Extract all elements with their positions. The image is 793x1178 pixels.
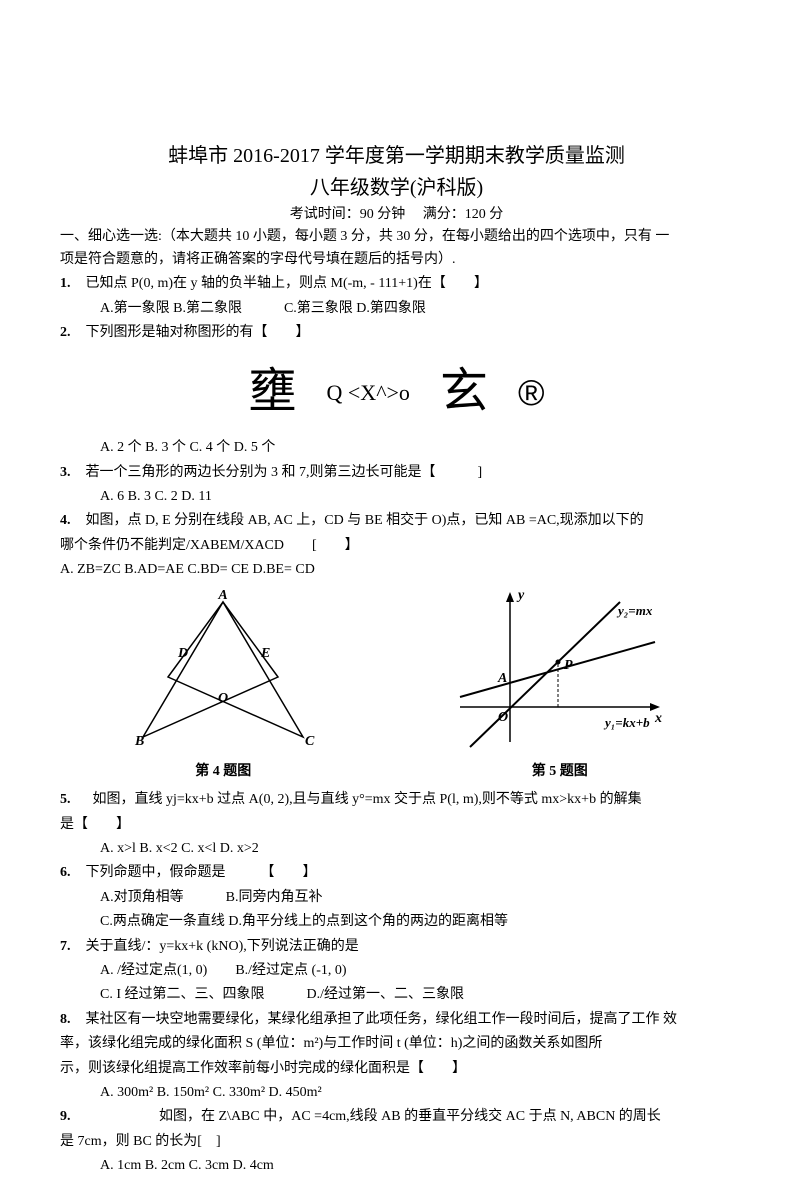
fig5-label-y1: y₁=kx+b: [603, 715, 650, 730]
full-score-label: 满分：: [423, 207, 465, 222]
figure-4-caption: 第 4 题图: [123, 761, 323, 783]
question-4: 4. 如图，点 D, E 分别在线段 AB, AC 上，CD 与 BE 相交于 …: [60, 510, 733, 532]
q8-stem2: 率，该绿化组完成的绿化面积 S (单位：m²)与工作时间 t (单位：h)之间的…: [60, 1033, 733, 1055]
figure-5-caption: 第 5 题图: [450, 761, 670, 783]
fig4-label-D: D: [177, 646, 188, 661]
q7-optA: A. /经过定点(1, 0) B./经过定点 (-1, 0): [60, 960, 733, 982]
figure-5-wrap: y x O A P y₂=mx y₁=kx+b 第 5 题图: [450, 587, 670, 783]
q3-options: A. 6 B. 3 C. 2 D. 11: [60, 486, 733, 508]
title-line1: 蚌埠市 2016-2017 学年度第一学期期末教学质量监测: [60, 140, 733, 172]
question-1: 1. 已知点 P(0, m)在 y 轴的负半轴上，则点 M(-m, - 111+…: [60, 273, 733, 295]
q2-sym-2: Q <X^>o: [327, 375, 410, 410]
fig5-label-x: x: [654, 711, 662, 726]
q4-line2: 哪个条件仍不能判定/XABEM/XACD [ 】: [60, 535, 733, 557]
q5-options: A. x>l B. x<2 C. x<l D. x>2: [60, 838, 733, 860]
q6-stem: 下列命题中，假命题是 【 】: [86, 865, 317, 880]
question-8: 8. 某社区有一块空地需要绿化，某绿化组承担了此项任务，绿化组工作一段时间后，提…: [60, 1009, 733, 1031]
exam-time-label: 考试时间：: [290, 207, 360, 222]
fig4-label-E: E: [260, 646, 270, 661]
q5-stem: 如图，直线 yj=kx+b 过点 A(0, 2),且与直线 y°=mx 交于点 …: [93, 792, 642, 807]
q9-stem2: 是 7cm，则 BC 的长为[ ]: [60, 1131, 733, 1153]
fig5-label-A: A: [497, 671, 507, 686]
q8-stem1: 某社区有一块空地需要绿化，某绿化组承担了此项任务，绿化组工作一段时间后，提高了工…: [86, 1012, 678, 1027]
q6-number: 6.: [60, 862, 82, 884]
fig4-label-C: C: [305, 734, 315, 749]
q1-number: 1.: [60, 273, 82, 295]
q4-line3: A. ZB=ZC B.AD=AE C.BD= CE D.BE= CD: [60, 559, 733, 581]
fig4-label-A: A: [218, 588, 228, 603]
question-7: 7. 关于直线/：y=kx+k (kNO),下列说法正确的是: [60, 936, 733, 958]
question-5: 5. 如图，直线 yj=kx+b 过点 A(0, 2),且与直线 y°=mx 交…: [60, 789, 733, 811]
q3-number: 3.: [60, 462, 82, 484]
q9-stem1: 如图，在 Z\ABC 中，AC =4cm,线段 AB 的垂直平分线交 AC 于点…: [159, 1109, 661, 1124]
q9-options: A. 1cm B. 2cm C. 3cm D. 4cm: [60, 1155, 733, 1177]
q9-number: 9.: [60, 1106, 82, 1128]
question-2: 2. 下列图形是轴对称图形的有【 】: [60, 322, 733, 344]
fig5-point-P-dot: [555, 660, 560, 665]
fig5-label-y2: y₂=mx: [616, 603, 653, 618]
q2-sym-3: 玄: [440, 354, 488, 431]
q7-optC: C. I 经过第二、三、四象限 D./经过第一、二、三象限: [60, 984, 733, 1006]
exam-time: 90 分钟: [360, 207, 406, 222]
fig4-label-B: B: [134, 734, 144, 749]
q2-sym-1: 壅: [249, 354, 297, 431]
q5-line2: 是【 】: [60, 814, 733, 836]
question-6: 6. 下列命题中，假命题是 【 】: [60, 862, 733, 884]
q5-number: 5.: [60, 789, 82, 811]
fig5-label-O: O: [498, 710, 508, 725]
figures-row: A B C D E O 第 4 题图: [60, 587, 733, 783]
q2-options: A. 2 个 B. 3 个 C. 4 个 D. 5 个: [60, 437, 733, 459]
q2-figure-row: 壅 Q <X^>o 玄 ®: [60, 354, 733, 431]
q2-stem: 下列图形是轴对称图形的有【 】: [86, 325, 310, 340]
fig5-label-y: y: [516, 588, 525, 603]
q3-stem: 若一个三角形的两边长分别为 3 和 7,则第三边长可能是【 ]: [86, 465, 483, 480]
q8-number: 8.: [60, 1009, 82, 1031]
exam-page: 蚌埠市 2016-2017 学年度第一学期期末教学质量监测 八年级数学(沪科版)…: [0, 0, 793, 1122]
exam-meta: 考试时间：90 分钟 满分：120 分: [60, 204, 733, 226]
fig5-label-P: P: [564, 658, 573, 673]
figure-4-wrap: A B C D E O 第 4 题图: [123, 587, 323, 783]
question-3: 3. 若一个三角形的两边长分别为 3 和 7,则第三边长可能是【 ]: [60, 462, 733, 484]
question-9: 9. 如图，在 Z\ABC 中，AC =4cm,线段 AB 的垂直平分线交 AC…: [60, 1106, 733, 1128]
q1-stem: 已知点 P(0, m)在 y 轴的负半轴上，则点 M(-m, - 111+1)在…: [86, 276, 488, 291]
q8-options: A. 300m² B. 150m² C. 330m² D. 450m²: [60, 1082, 733, 1104]
section-1-header-2: 项是符合题意的，请将正确答案的字母代号填在题后的括号内）.: [60, 249, 733, 271]
q4-stem: 如图，点 D, E 分别在线段 AB, AC 上，CD 与 BE 相交于 O)点…: [86, 513, 644, 528]
full-score: 120 分: [465, 207, 504, 222]
q7-number: 7.: [60, 936, 82, 958]
q6-optC: C.两点确定一条直线 D.角平分线上的点到这个角的两边的距离相等: [60, 911, 733, 933]
q4-number: 4.: [60, 510, 82, 532]
fig4-label-O: O: [218, 691, 228, 706]
section-1-header-1: 一、细心选一选:（本大题共 10 小题，每小题 3 分，共 30 分，在每小题给…: [60, 226, 733, 248]
q2-sym-4: ®: [518, 364, 545, 422]
q2-number: 2.: [60, 322, 82, 344]
q7-stem: 关于直线/：y=kx+k (kNO),下列说法正确的是: [86, 939, 359, 954]
title-line2: 八年级数学(沪科版): [60, 172, 733, 204]
q6-optA: A.对顶角相等 B.同旁内角互补: [60, 887, 733, 909]
figure-4-svg: A B C D E O: [123, 587, 323, 752]
q8-stem3: 示，则该绿化组提高工作效率前每小时完成的绿化面积是【 】: [60, 1058, 733, 1080]
figure-5-svg: y x O A P y₂=mx y₁=kx+b: [450, 587, 670, 752]
q1-options: A.第一象限 B.第二象限 C.第三象限 D.第四象限: [60, 298, 733, 320]
